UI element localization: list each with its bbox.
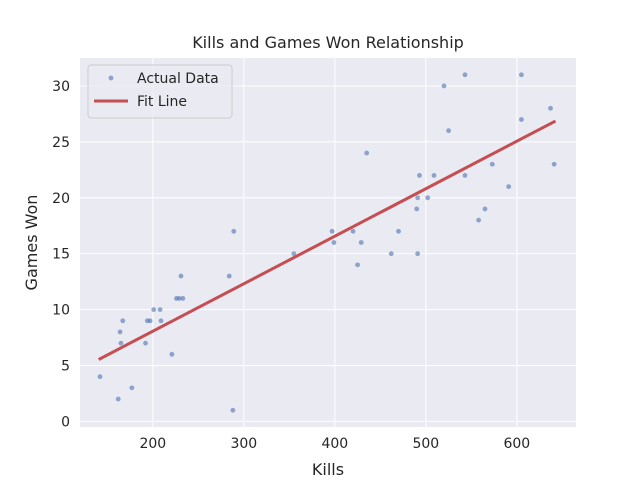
y-tick-label: 10 — [52, 303, 70, 319]
data-point — [117, 329, 123, 335]
x-axis-ticks: 200 300 400 500 600 — [139, 436, 530, 452]
x-tick-label: 200 — [139, 436, 166, 452]
fit-line — [97, 119, 557, 361]
y-tick-label: 5 — [61, 359, 70, 375]
data-point — [291, 251, 297, 257]
data-point — [415, 195, 421, 201]
data-point — [462, 173, 468, 178]
data-point — [417, 173, 422, 178]
data-point — [548, 105, 553, 111]
x-tick-label: 300 — [230, 436, 257, 452]
data-point — [441, 83, 447, 89]
data-point — [115, 396, 121, 402]
data-point — [358, 240, 364, 245]
data-point — [431, 173, 437, 178]
data-point — [518, 117, 524, 122]
data-point — [388, 251, 394, 257]
data-point — [329, 228, 335, 234]
data-point — [157, 307, 163, 312]
data-point — [147, 318, 153, 324]
x-axis-label: Kills — [312, 460, 344, 479]
data-point — [158, 318, 164, 324]
data-point — [178, 273, 184, 279]
data-point — [97, 374, 103, 380]
data-point — [151, 307, 157, 312]
data-point — [355, 262, 360, 268]
data-point — [482, 206, 488, 212]
data-point — [518, 72, 524, 78]
y-tick-label: 25 — [52, 135, 70, 151]
y-tick-label: 30 — [52, 79, 70, 95]
x-tick-label: 400 — [321, 436, 348, 452]
data-point — [169, 351, 175, 357]
y-axis-ticks: 0 5 10 15 20 25 30 — [52, 79, 70, 430]
grid-lines — [80, 58, 576, 427]
legend-marker — [108, 75, 114, 81]
x-tick-label: 600 — [503, 436, 530, 452]
data-point — [476, 217, 482, 223]
legend-label: Fit Line — [137, 94, 187, 110]
data-point — [414, 206, 420, 212]
y-tick-label: 0 — [61, 414, 70, 430]
data-point — [396, 228, 401, 234]
data-point — [176, 296, 182, 301]
y-tick-label: 15 — [52, 247, 70, 263]
data-point — [551, 161, 557, 167]
data-point — [331, 240, 337, 245]
data-point — [226, 273, 232, 279]
data-point — [506, 184, 512, 189]
data-point — [231, 228, 237, 234]
data-point — [350, 228, 356, 234]
data-point — [120, 318, 126, 324]
data-point — [462, 72, 468, 78]
series-layer — [97, 72, 557, 413]
data-point — [129, 385, 135, 391]
data-point — [446, 128, 451, 134]
data-point — [364, 150, 370, 156]
y-axis-label: Games Won — [22, 195, 41, 291]
chart-title: Kills and Games Won Relationship — [192, 33, 464, 52]
data-point — [230, 407, 236, 413]
legend: Actual Data Fit Line — [87, 64, 233, 119]
y-tick-label: 20 — [52, 191, 70, 207]
data-point — [415, 251, 421, 257]
data-point — [425, 195, 431, 201]
legend-frame — [87, 64, 233, 119]
data-point — [118, 340, 124, 346]
data-point — [143, 340, 148, 346]
legend-label: Actual Data — [137, 71, 219, 87]
x-tick-label: 500 — [412, 436, 439, 452]
data-point — [180, 296, 186, 301]
data-point — [489, 161, 495, 167]
